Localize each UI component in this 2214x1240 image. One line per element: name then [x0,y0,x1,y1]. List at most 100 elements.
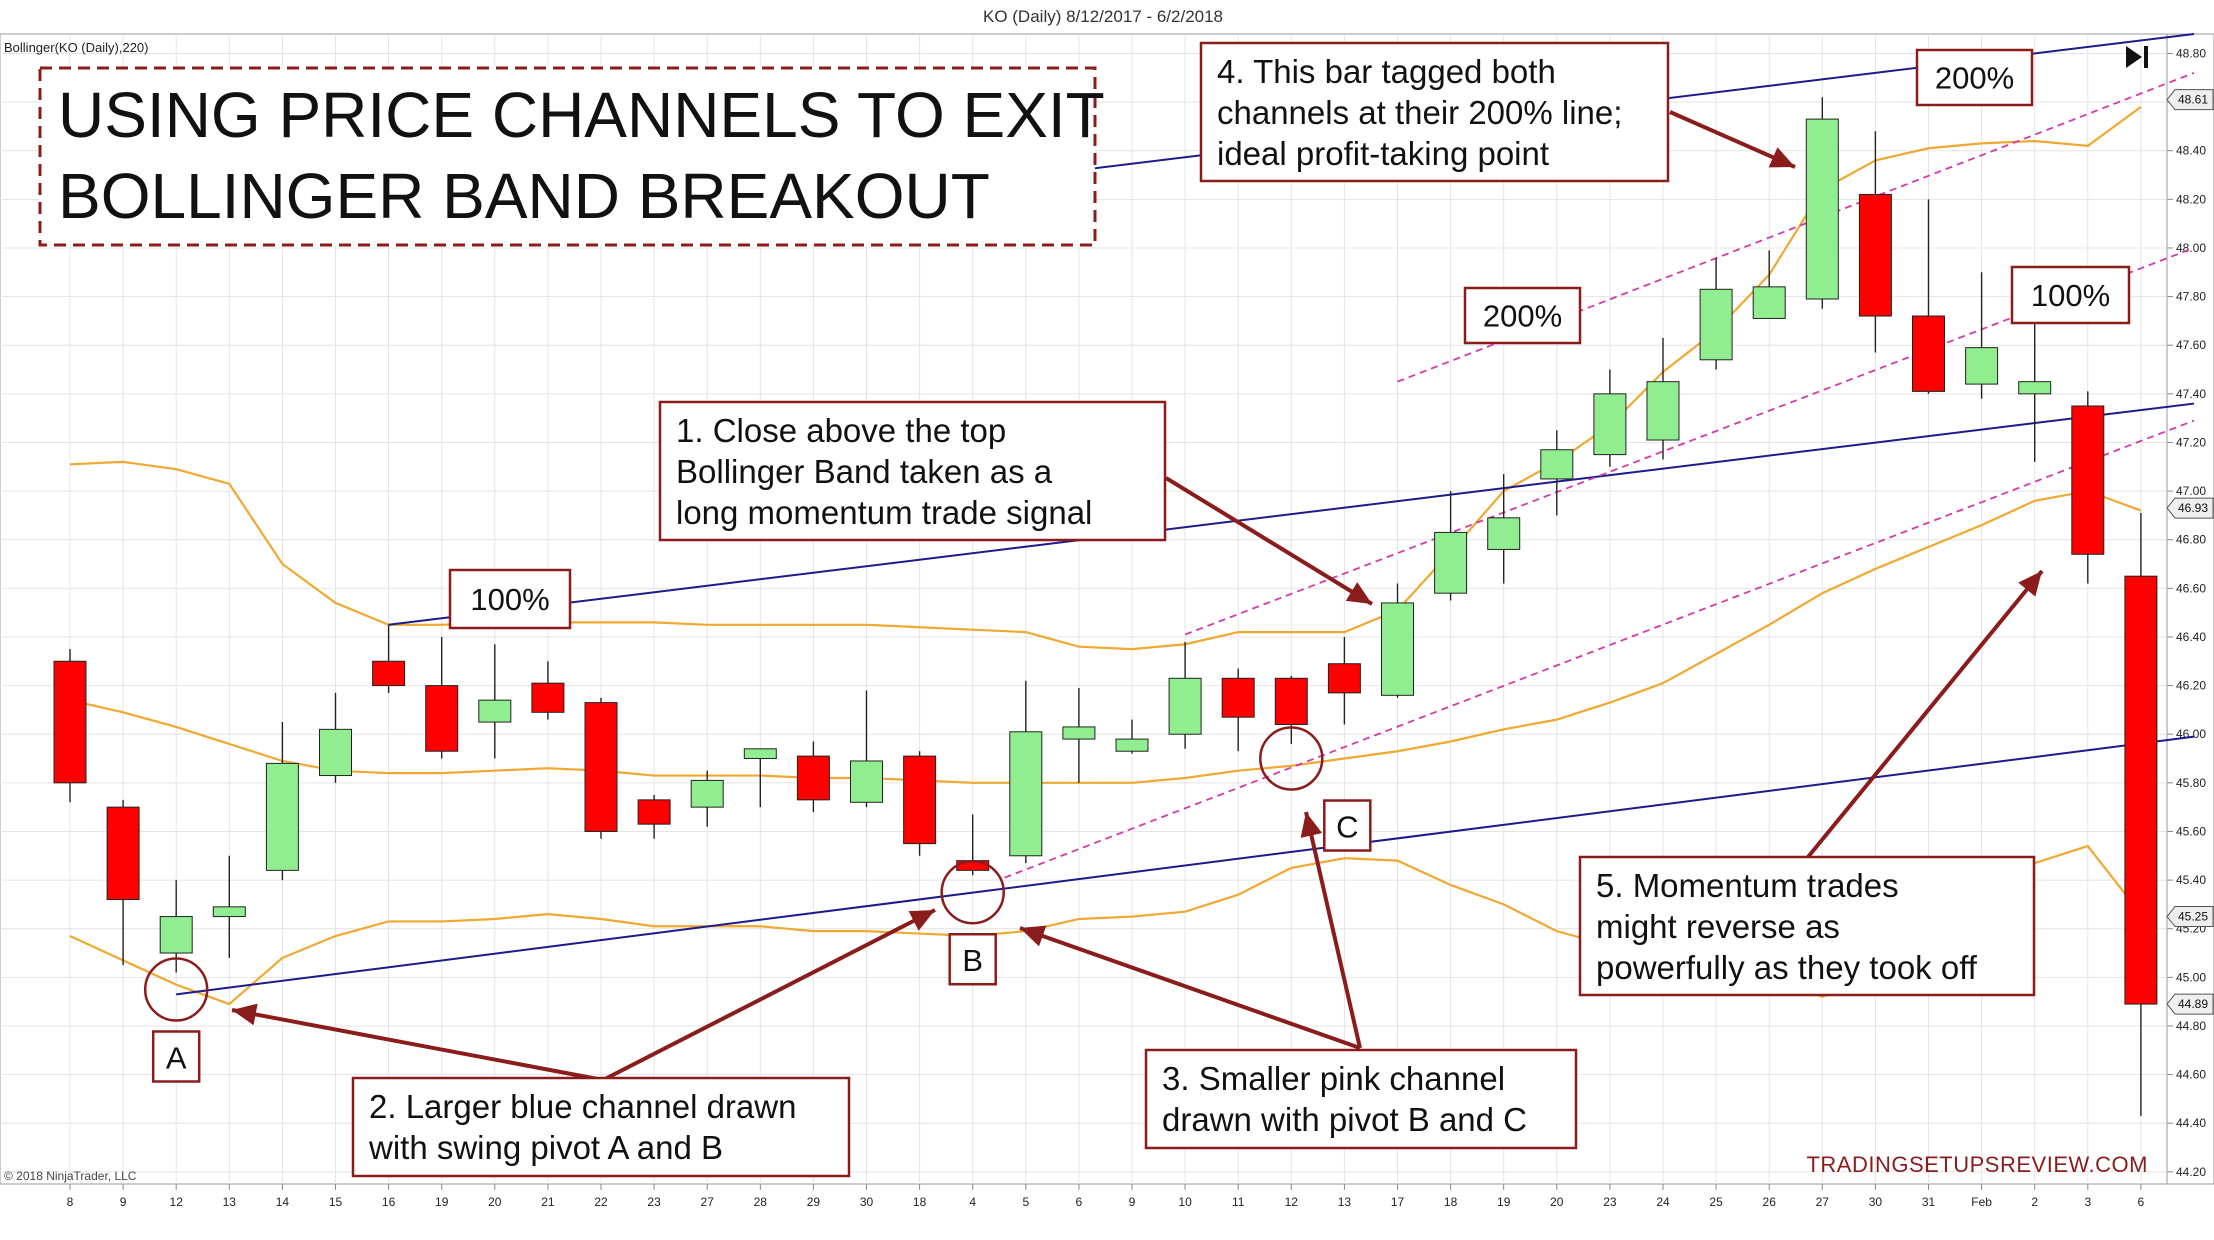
pivot-box [1323,799,1372,852]
x-tick-label: 13 [1338,1195,1352,1209]
window-title: KO (Daily) 8/12/2017 - 6/2/2018 [983,7,1223,26]
y-tick-label: 44.80 [2176,1019,2206,1033]
y-tick-label: 47.80 [2176,290,2206,304]
candle-bull [265,762,299,871]
callout-line: 3. Smaller pink channel [1162,1060,1505,1097]
x-tick-label: 18 [913,1195,927,1209]
y-tick-label: 44.20 [2176,1165,2206,1179]
y-tick-label: 45.80 [2176,776,2206,790]
x-tick-label: 3 [2084,1195,2091,1209]
arrow-head [1300,812,1323,838]
candle-bull [1009,731,1043,857]
x-tick-label: 12 [1285,1195,1299,1209]
x-tick-label: 16 [382,1195,396,1209]
y-tick-label: 45.00 [2176,970,2206,984]
arrow-head [1020,925,1047,947]
x-tick-label: 30 [860,1195,874,1209]
y-tick-label: 47.00 [2176,484,2206,498]
pivot-label: C [1336,810,1358,845]
callout-line: 2. Larger blue channel drawn [369,1088,796,1125]
callout-line: long momentum trade signal [676,494,1092,531]
x-tick-label: 9 [1129,1195,1136,1209]
x-tick-label: 19 [1497,1195,1511,1209]
candle-bull [1115,738,1149,752]
y-tick-label: 45.60 [2176,824,2206,838]
candle-bear [53,660,87,784]
pivot-circle-c [1259,726,1324,791]
callout-box-2 [351,1076,851,1178]
x-tick-label: 5 [1022,1195,1029,1209]
x-tick-label: 4 [969,1195,976,1209]
level-label-box [1463,286,1582,345]
level-label-box [2010,265,2131,325]
callout-line: might reverse as [1596,908,1840,945]
pivot-box [151,1030,201,1083]
price-badge-label: 48.61 [2178,93,2208,107]
arrow-shaft [602,908,936,1082]
nav-end-icon[interactable] [2126,46,2148,68]
candle-bull [159,916,193,954]
x-tick-label: 27 [701,1195,715,1209]
price-badge [2166,906,2214,928]
candle-bear [372,660,406,687]
candle-bear [1221,677,1255,718]
candle-bear [903,755,937,845]
x-tick-label: 25 [1709,1195,1723,1209]
arrow-shaft [231,1008,604,1082]
x-tick-label: 27 [1816,1195,1830,1209]
level-labels: 100% 200% 200% 100% [448,48,2131,630]
candle-bear [531,682,565,713]
y-tick-label: 48.20 [2176,192,2206,206]
arrow-head [2018,571,2042,597]
level-label: 100% [470,582,549,617]
x-tick-label: 20 [1550,1195,1564,1209]
y-tick-label: 44.60 [2176,1068,2206,1082]
y-tick-label: 46.20 [2176,679,2206,693]
candle-bull [1434,531,1468,594]
y-tick-label: 45.40 [2176,873,2206,887]
candle-bear [1327,663,1361,694]
x-tick-label: 12 [170,1195,184,1209]
arrow-head [232,1003,258,1026]
pivot-circle-b [940,859,1005,925]
x-tick-label: 11 [1232,1195,1245,1209]
arrow-shaft [1019,926,1361,1050]
arrow-shaft [1164,476,1374,606]
y-tick-label: 48.80 [2176,46,2206,60]
candle-bear [2124,575,2158,1005]
y-tick-label: 47.60 [2176,338,2206,352]
x-tick-label: 24 [1656,1195,1670,1209]
candle-bull [1699,288,1733,361]
price-badge [2166,993,2214,1015]
pink-channel-line [1004,419,2195,879]
callout-text-3: 3. Smaller pink channel drawn with pivot … [1162,1060,1527,1138]
x-tick-label: 23 [1603,1195,1617,1209]
x-tick-label: 30 [1869,1195,1883,1209]
band-middle [69,489,2142,784]
price-badge-label: 44.89 [2178,997,2208,1011]
pivot-circle-a [143,957,209,1022]
x-tick-label: 29 [807,1195,821,1209]
callouts: 1. Close above the top Bollinger Band tak… [351,41,2036,1178]
candle-bull [1593,393,1627,456]
callout-text-1: 1. Close above the top Bollinger Band tak… [676,412,1092,531]
x-tick-label: 14 [276,1195,290,1209]
price-badge [2166,497,2214,519]
callout-text-2: 2. Larger blue channel drawn with swing p… [368,1088,796,1166]
x-tick-label: 22 [594,1195,608,1209]
x-tick-label: 28 [754,1195,768,1209]
candle-bear [637,799,671,825]
y-axis: 48.8048.6048.4048.2048.0047.8047.6047.40… [2167,46,2206,1179]
callout-line: 4. This bar tagged both [1217,53,1556,90]
pivot-label: B [962,943,983,978]
callout-line: ideal profit-taking point [1217,135,1549,172]
candle-bull [1805,118,1839,300]
price-badge [2166,89,2214,111]
pivot-label: A [166,1040,187,1075]
callout-box-3 [1144,1048,1578,1150]
candle-bear [1912,315,1945,392]
candle-bear [796,755,830,801]
x-tick-label: 21 [541,1195,555,1209]
blue-channel-line [388,402,2195,626]
